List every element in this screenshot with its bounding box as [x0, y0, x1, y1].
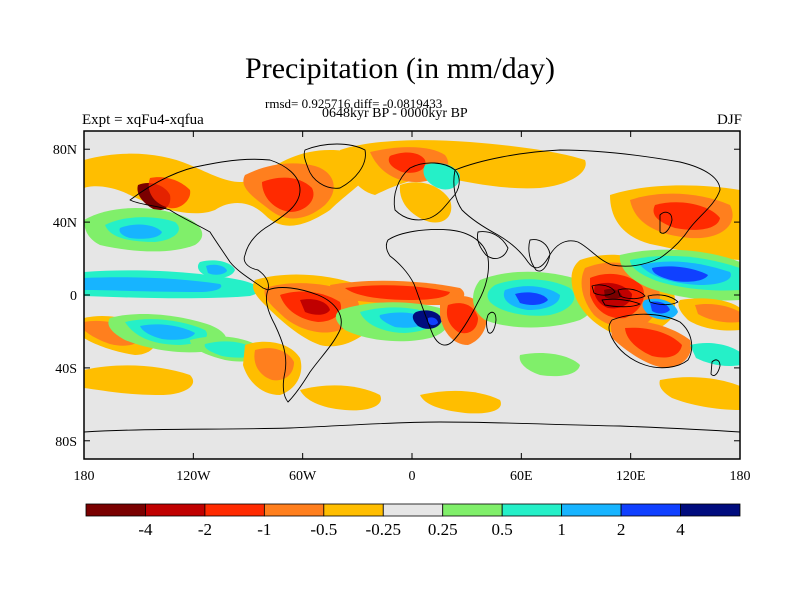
lat-tick-label: 0: [70, 289, 77, 304]
colorbar-label: 2: [617, 520, 626, 539]
lat-tick-label: 80N: [53, 143, 77, 158]
colorbar-label: -1: [257, 520, 271, 539]
latitude-axis: 80N 40N 0 40S 80S: [53, 143, 740, 450]
period-line: 0648kyr BP - 0000kyr BP: [322, 106, 468, 121]
experiment-label: Expt = xqFu4-xqfua: [82, 112, 204, 128]
colorbar-label: 4: [676, 520, 685, 539]
lat-tick-label: 40N: [53, 216, 77, 231]
lat-tick-label: 80S: [55, 435, 77, 450]
colorbar-label: 1: [557, 520, 566, 539]
longitude-axis: 180 120W 60W 0 60E 120E 180: [74, 131, 751, 484]
map-title: Precipitation (in mm/day): [245, 52, 555, 85]
precipitation-field: [84, 140, 740, 433]
colorbar-swatch: [442, 503, 503, 517]
colorbar-label: -2: [198, 520, 212, 539]
lon-tick-label: 120E: [616, 469, 646, 484]
lon-tick-label: 60E: [510, 469, 533, 484]
colorbar-swatch: [323, 503, 384, 517]
coastlines: [84, 143, 740, 433]
colorbar-swatch: [561, 503, 622, 517]
lat-tick-label: 40S: [55, 362, 77, 377]
colorbar-swatch: [620, 503, 681, 517]
colorbar-swatch: [204, 503, 265, 517]
colorbar: -4 -2 -1 -0.5 -0.25 0.25 0.5 1 2 4: [85, 503, 741, 539]
lon-tick-label: 120W: [176, 469, 211, 484]
season-label: DJF: [716, 112, 742, 128]
lon-tick-label: 60W: [289, 469, 317, 484]
colorbar-label: 0.25: [428, 520, 458, 539]
lon-tick-label: 0: [409, 469, 416, 484]
colorbar-label: -4: [138, 520, 153, 539]
colorbar-swatch: [680, 503, 741, 517]
colorbar-swatch: [263, 503, 325, 517]
colorbar-label: -0.5: [310, 520, 337, 539]
lon-tick-label: 180: [74, 469, 95, 484]
colorbar-swatch: [145, 503, 206, 517]
colorbar-swatch: [85, 503, 146, 517]
stats-line: rmsd= 0.925716 diff= -0.0819433: [265, 96, 443, 111]
colorbar-label: 0.5: [492, 520, 513, 539]
colorbar-label: -0.25: [366, 520, 401, 539]
colorbar-swatch: [501, 503, 563, 517]
lon-tick-label: 180: [730, 469, 751, 484]
colorbar-swatch: [382, 503, 444, 517]
